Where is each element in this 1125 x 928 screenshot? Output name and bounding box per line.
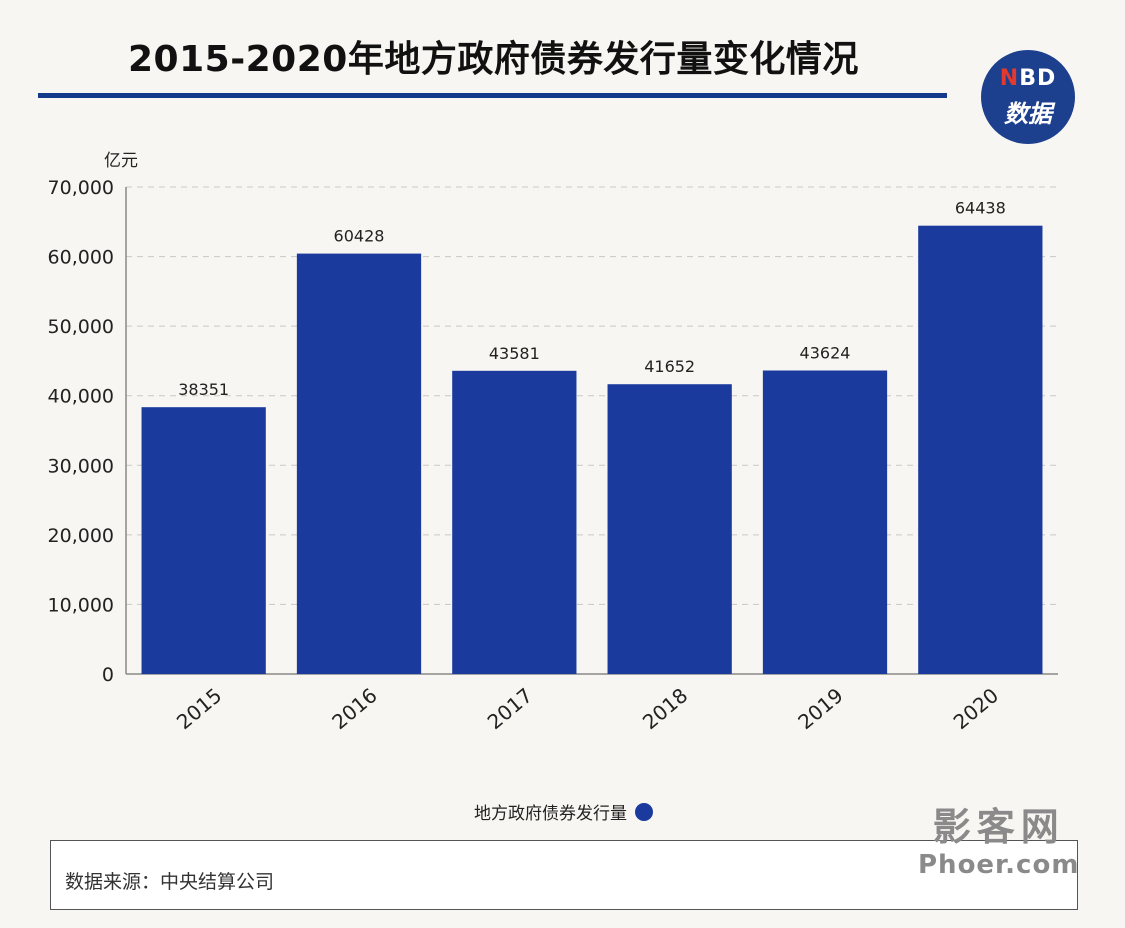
- bar-2017: [452, 370, 577, 674]
- site-watermark: 影客网 Phoer.com: [918, 808, 1079, 878]
- x-tick-label-2020: 2020: [949, 683, 1003, 734]
- y-tick-label: 20,000: [48, 525, 114, 547]
- source-text: 数据来源：中央结算公司: [65, 871, 275, 893]
- y-tick-label: 30,000: [48, 455, 114, 477]
- site-watermark-url: Phoer.com: [918, 850, 1080, 880]
- chart-title: 2015-2020年地方政府债券发行量变化情况: [128, 39, 859, 80]
- x-tick-label-2016: 2016: [327, 683, 381, 734]
- logo-data-text: 数据: [1004, 100, 1052, 128]
- data-label-2015: 38351: [178, 380, 229, 399]
- bar-2015: [141, 407, 266, 674]
- data-label-2018: 41652: [644, 357, 695, 376]
- nbd-logo: NBD 数据: [981, 50, 1075, 144]
- y-tick-label: 60,000: [48, 247, 114, 269]
- legend: 地方政府债券发行量: [474, 799, 653, 824]
- source-box: 数据来源：中央结算公司: [50, 840, 1078, 910]
- legend-swatch: [635, 802, 653, 821]
- data-label-2019: 43624: [800, 344, 851, 363]
- x-tick-label-2015: 2015: [172, 683, 226, 734]
- bar-2020: [918, 225, 1043, 675]
- y-tick-label: 0: [102, 664, 114, 686]
- bar-2016: [296, 253, 422, 675]
- y-tick-label: 70,000: [48, 177, 114, 199]
- data-label-2017: 43581: [489, 344, 540, 363]
- x-tick-label-2017: 2017: [483, 683, 537, 734]
- x-tick-label-2019: 2019: [793, 683, 847, 734]
- bar-2018: [607, 384, 732, 674]
- y-tick-label: 40,000: [48, 386, 114, 408]
- title-underline: [38, 93, 947, 98]
- site-watermark-cn: 影客网: [932, 805, 1065, 849]
- x-tick-label-2018: 2018: [638, 683, 692, 734]
- y-axis-unit: 亿元: [104, 151, 138, 171]
- logo-letters-bd: BD: [1019, 66, 1057, 91]
- y-tick-label: 10,000: [48, 594, 114, 616]
- data-label-2016: 60428: [334, 227, 385, 246]
- legend-label: 地方政府债券发行量: [474, 804, 627, 824]
- bar-2019: [762, 370, 888, 674]
- data-label-2020: 64438: [955, 199, 1006, 218]
- y-tick-label: 50,000: [48, 316, 114, 338]
- logo-letter-n: N: [999, 66, 1020, 91]
